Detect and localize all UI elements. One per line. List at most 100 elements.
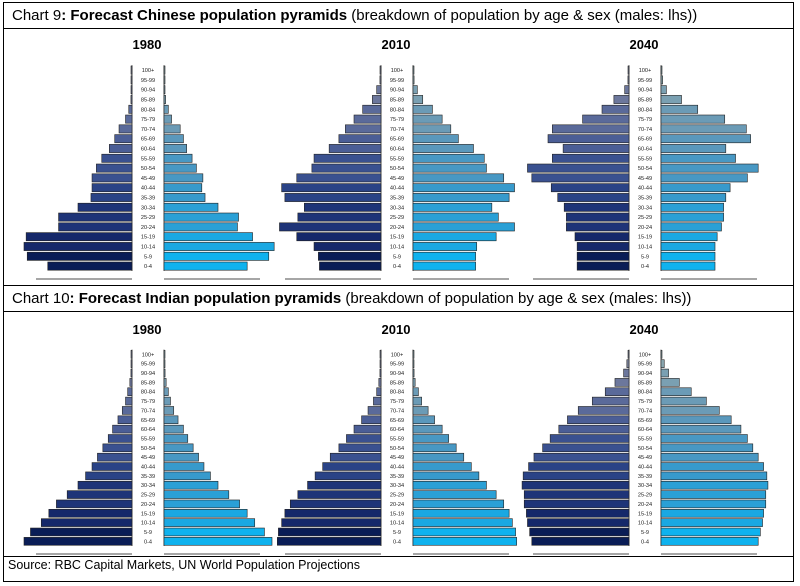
age-group-label: 5-9: [393, 530, 401, 536]
age-group-label: 70-74: [390, 408, 404, 414]
age-group-label: 65-69: [638, 137, 652, 143]
male-bar: [125, 396, 133, 406]
male-bar: [338, 443, 382, 453]
female-bar: [660, 95, 682, 104]
female-bar: [660, 222, 722, 232]
male-bar: [362, 104, 382, 114]
age-group-label: 0-4: [144, 539, 152, 545]
male-bar: [281, 518, 382, 527]
age-group-label: 35-39: [141, 474, 155, 480]
male-bar: [96, 163, 133, 173]
male-bar: [130, 65, 133, 75]
age-group-label: 10-14: [390, 245, 404, 251]
female-bar: [660, 202, 724, 212]
male-bar: [531, 173, 630, 183]
age-group-label: 55-59: [638, 436, 652, 442]
age-group-label: 60-64: [638, 147, 652, 153]
age-group-label: 65-69: [390, 137, 404, 143]
female-bar: [163, 153, 193, 163]
age-group-label: 70-74: [638, 408, 652, 414]
female-bar: [412, 193, 510, 202]
male-bar: [314, 471, 382, 481]
male-bar: [281, 183, 382, 193]
male-bar: [279, 222, 382, 232]
age-group-label: 15-19: [390, 511, 404, 517]
male-bar: [91, 462, 133, 471]
age-group-label: 75-79: [141, 399, 155, 405]
male-bar: [627, 65, 630, 75]
female-bar: [412, 387, 419, 396]
male-bar: [566, 212, 630, 222]
female-bar: [163, 378, 167, 387]
female-bar: [660, 350, 663, 359]
female-bar: [660, 462, 764, 471]
age-group-label: 80-84: [141, 390, 155, 396]
male-bar: [379, 75, 382, 85]
female-bar: [412, 163, 487, 173]
female-bar: [163, 434, 189, 443]
female-bar: [412, 471, 480, 481]
female-bar: [412, 114, 443, 124]
age-group-label: 55-59: [141, 156, 155, 162]
female-bar: [412, 232, 497, 242]
age-group-label: 15-19: [141, 511, 155, 517]
female-bar: [412, 261, 476, 271]
male-bar: [101, 153, 133, 163]
age-group-label: 95-99: [638, 78, 652, 84]
male-bar: [25, 232, 133, 242]
age-group-label: 30-34: [390, 205, 404, 211]
male-bar: [311, 163, 382, 173]
age-group-label: 100+: [639, 68, 652, 74]
female-bar: [163, 368, 166, 378]
female-bar: [163, 396, 171, 406]
age-group-label: 30-34: [638, 205, 652, 211]
age-group-label: 90-94: [141, 371, 155, 377]
female-bar: [660, 527, 761, 537]
age-group-label: 35-39: [390, 474, 404, 480]
age-group-label: 45-49: [141, 455, 155, 461]
female-bar: [412, 537, 517, 546]
age-group-label: 55-59: [638, 156, 652, 162]
female-bar: [660, 359, 665, 368]
age-group-label: 5-9: [641, 254, 649, 260]
male-bar: [552, 153, 630, 163]
female-bar: [660, 183, 731, 193]
female-bar: [163, 163, 197, 173]
male-bar: [296, 232, 382, 242]
female-bar: [660, 537, 759, 546]
pyramid-year-label: 1980: [133, 37, 162, 52]
female-bar: [163, 462, 205, 471]
female-bar: [163, 350, 166, 359]
age-group-label: 95-99: [390, 78, 404, 84]
age-group-label: 80-84: [141, 107, 155, 113]
age-group-label: 25-29: [141, 215, 155, 221]
age-group-label: 95-99: [141, 362, 155, 368]
age-group-label: 15-19: [638, 511, 652, 517]
male-bar: [313, 242, 382, 251]
age-group-label: 95-99: [141, 78, 155, 84]
male-bar: [114, 134, 133, 144]
male-bar: [576, 242, 630, 251]
age-group-label: 65-69: [390, 418, 404, 424]
age-group-label: 35-39: [141, 196, 155, 202]
age-group-label: 0-4: [393, 539, 401, 545]
male-bar: [121, 406, 133, 415]
age-group-label: 45-49: [638, 176, 652, 182]
male-bar: [97, 452, 133, 462]
male-bar: [278, 527, 382, 537]
female-bar: [412, 406, 429, 415]
age-group-label: 75-79: [390, 399, 404, 405]
male-bar: [379, 359, 382, 368]
female-bar: [163, 242, 275, 251]
female-bar: [660, 424, 742, 434]
female-bar: [412, 527, 516, 537]
female-bar: [163, 415, 179, 425]
male-bar: [318, 251, 382, 261]
age-group-label: 35-39: [390, 196, 404, 202]
female-bar: [412, 359, 415, 368]
age-group-label: 0-4: [641, 539, 649, 545]
age-group-label: 45-49: [141, 176, 155, 182]
male-bar: [361, 415, 382, 425]
age-group-label: 70-74: [390, 127, 404, 133]
female-bar: [163, 424, 184, 434]
